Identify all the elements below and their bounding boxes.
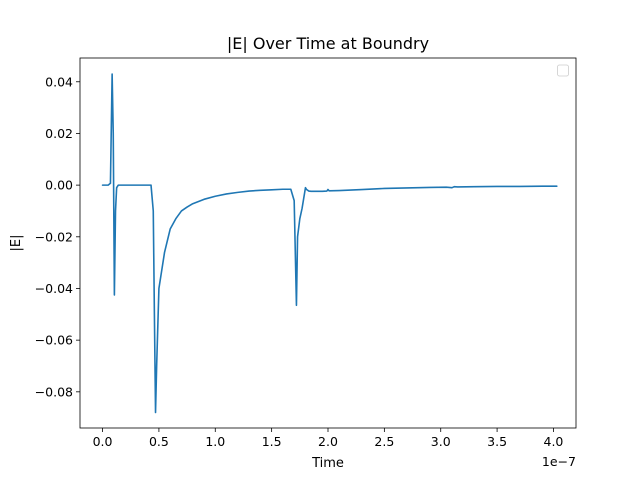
x-axis-offset-text: 1e−7 (542, 454, 576, 469)
chart-title: |E| Over Time at Boundry (227, 34, 429, 53)
y-tick-label: 0.00 (45, 178, 73, 193)
y-tick-label: −0.02 (35, 229, 73, 244)
x-tick-label: 4.0 (544, 434, 564, 449)
x-tick-label: 0.5 (149, 434, 169, 449)
y-tick-label: −0.04 (35, 281, 73, 296)
y-tick-label: 0.02 (45, 126, 73, 141)
x-tick-label: 3.5 (487, 434, 507, 449)
x-axis-ticks: 0.0 0.5 1.0 1.5 2.0 2.5 3.0 3.5 4.0 (93, 428, 564, 449)
x-tick-label: 1.5 (262, 434, 282, 449)
plot-area (80, 58, 576, 428)
x-axis-label: Time (311, 456, 344, 471)
x-tick-label: 3.0 (431, 434, 451, 449)
x-tick-label: 0.0 (93, 434, 113, 449)
x-tick-label: 2.0 (318, 434, 338, 449)
y-axis-ticks: 0.04 0.02 0.00 −0.02 −0.04 −0.06 −0.08 (35, 74, 80, 399)
y-tick-label: −0.06 (35, 333, 73, 348)
x-tick-label: 2.5 (374, 434, 394, 449)
series-line (101, 73, 558, 414)
x-tick-label: 1.0 (205, 434, 225, 449)
y-axis-label: |E| (9, 235, 24, 252)
plot-frame (79, 57, 577, 429)
legend-box (557, 64, 569, 77)
y-tick-label: 0.04 (45, 74, 73, 89)
y-tick-label: −0.08 (35, 384, 73, 399)
